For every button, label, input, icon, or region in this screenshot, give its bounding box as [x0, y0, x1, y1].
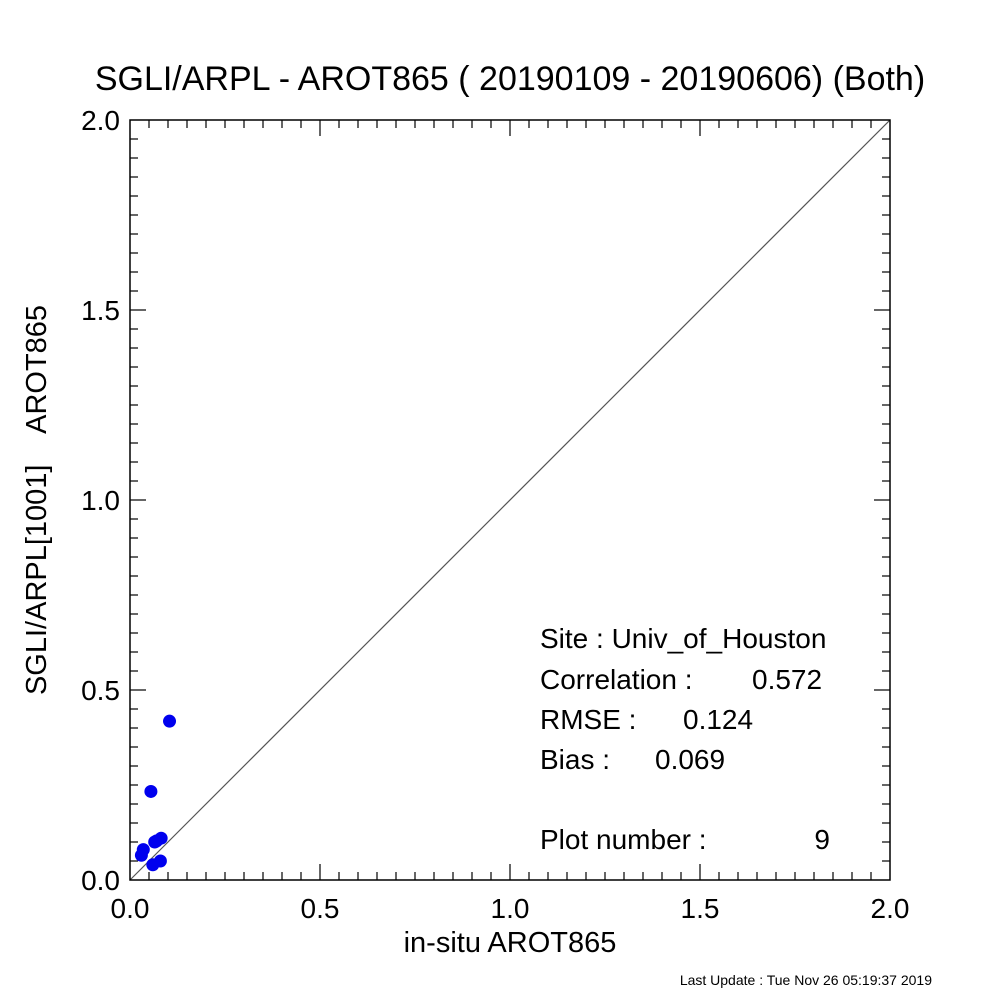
plot-frame	[129, 119, 891, 881]
plot-area	[129, 119, 891, 881]
data-point	[163, 714, 177, 728]
x-tick-label: 2.0	[871, 893, 910, 924]
stats-annotation: Site : Univ_of_Houston Correlation : 0.5…	[540, 623, 830, 855]
bias-label: Bias :	[540, 744, 610, 775]
y-tick-label: 1.5	[81, 295, 120, 326]
chart-title: SGLI/ARPL - AROT865 ( 20190109 - 2019060…	[95, 60, 925, 98]
y-tick-label: 0.5	[81, 675, 120, 706]
x-tick-label: 1.5	[681, 893, 720, 924]
x-tick-label: 1.0	[491, 893, 530, 924]
data-point	[153, 854, 167, 868]
plot-number-label: Plot number :	[540, 824, 707, 855]
data-points	[134, 714, 177, 872]
x-tick-labels: 0.0 0.5 1.0 1.5 2.0	[111, 893, 910, 924]
one-to-one-line	[129, 119, 891, 881]
correlation-value: 0.572	[752, 664, 822, 695]
bias-value: 0.069	[655, 744, 725, 775]
minor-ticks	[130, 120, 890, 880]
data-point	[148, 835, 162, 849]
y-tick-label: 2.0	[81, 105, 120, 136]
correlation-label: Correlation :	[540, 664, 693, 695]
y-axis-label: SGLI/ARPL[1001] AROT865	[21, 305, 53, 695]
site-text: Site : Univ_of_Houston	[540, 623, 826, 654]
y-tick-labels: 0.0 0.5 1.0 1.5 2.0	[81, 105, 120, 896]
rmse-value: 0.124	[683, 704, 753, 735]
x-axis-label: in-situ AROT865	[404, 927, 617, 959]
last-update-text: Last Update : Tue Nov 26 05:19:37 2019	[680, 972, 932, 988]
x-tick-label: 0.5	[301, 893, 340, 924]
plot-number-value: 9	[814, 824, 830, 855]
rmse-label: RMSE :	[540, 704, 636, 735]
x-tick-label: 0.0	[111, 893, 150, 924]
y-tick-label: 0.0	[81, 865, 120, 896]
y-tick-label: 1.0	[81, 485, 120, 516]
data-point	[136, 843, 150, 857]
data-point	[144, 784, 158, 798]
